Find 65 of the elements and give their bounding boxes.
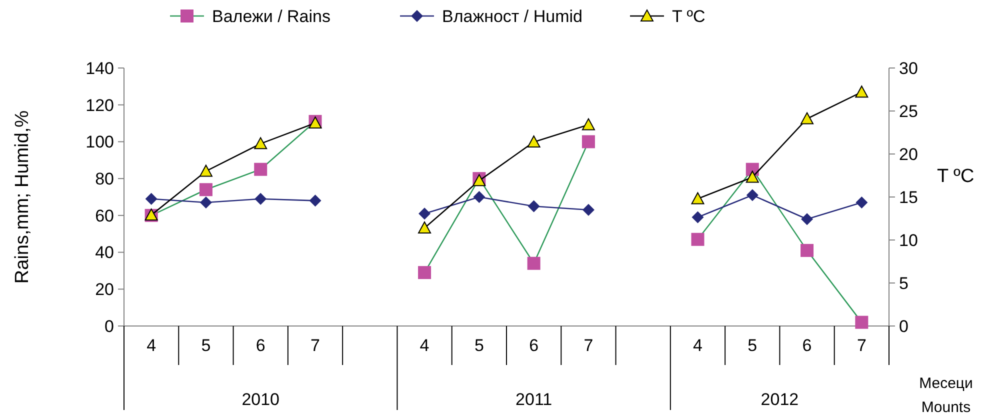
y-tick-label: 140 xyxy=(86,58,114,78)
x-tick-label: 7 xyxy=(584,336,594,355)
x-tick-label: 7 xyxy=(856,336,866,355)
point xyxy=(855,86,868,98)
point xyxy=(746,170,759,183)
point xyxy=(199,183,212,196)
y-tick-label: 120 xyxy=(86,96,114,115)
y2-tick-label: 25 xyxy=(899,102,918,121)
point xyxy=(800,112,814,124)
y2-tick-label: 20 xyxy=(899,144,918,164)
legend-label: Влажност / Humid xyxy=(442,6,583,26)
y-tick-label: 80 xyxy=(95,170,114,189)
point xyxy=(418,266,432,280)
y-tick-label: 0 xyxy=(104,316,114,336)
point xyxy=(856,196,868,209)
point xyxy=(254,162,268,176)
point xyxy=(528,200,540,212)
point xyxy=(254,192,267,205)
text: 2011 xyxy=(516,390,552,409)
y2-tick-label: 10 xyxy=(899,230,918,250)
point xyxy=(691,232,704,246)
y2-axis-title: T ºC xyxy=(937,166,974,187)
point xyxy=(855,316,868,329)
y2-tick-label: 0 xyxy=(899,316,908,336)
y-tick-label: 40 xyxy=(95,243,114,262)
legend-label: Валежи / Rains xyxy=(212,6,330,26)
point xyxy=(254,137,268,150)
x-tick-label: 4 xyxy=(146,336,156,355)
point xyxy=(309,194,322,207)
point xyxy=(800,244,814,257)
point xyxy=(527,256,540,270)
y2-tick-label: 5 xyxy=(899,274,908,293)
y-tick-label: 20 xyxy=(95,280,114,300)
point xyxy=(200,196,212,209)
point xyxy=(473,191,486,203)
text: 2012 xyxy=(760,390,799,409)
point xyxy=(582,135,595,148)
x-tick-label: 7 xyxy=(310,336,320,355)
x-tick-label: 4 xyxy=(420,336,430,355)
point xyxy=(145,192,158,205)
x-tick-label: 6 xyxy=(256,336,266,355)
point xyxy=(801,213,814,226)
x-tick-label: 6 xyxy=(529,336,539,355)
point xyxy=(691,192,704,204)
point xyxy=(746,189,758,202)
x-axis-title: Месеци Mounts xyxy=(919,375,973,415)
x-tick-label: 4 xyxy=(693,336,702,355)
legend-label: T ºC xyxy=(672,6,706,26)
point xyxy=(527,135,540,148)
point xyxy=(582,118,595,130)
y-axis-title: Rains,mm; Humid,% xyxy=(12,110,33,284)
point xyxy=(582,204,594,216)
x-tick-label: 5 xyxy=(201,336,211,355)
x-tick-label: 5 xyxy=(474,336,484,355)
x-tick-label: 5 xyxy=(748,336,758,355)
point xyxy=(692,211,704,224)
point xyxy=(199,164,212,177)
y-tick-label: 60 xyxy=(95,206,114,226)
point xyxy=(418,208,431,220)
y2-tick-label: 30 xyxy=(899,58,918,78)
text: 2010 xyxy=(242,390,280,409)
y2-tick-label: 15 xyxy=(899,188,918,207)
y-tick-label: 100 xyxy=(86,132,114,152)
x-tick-label: 6 xyxy=(802,336,812,355)
point xyxy=(418,221,432,234)
